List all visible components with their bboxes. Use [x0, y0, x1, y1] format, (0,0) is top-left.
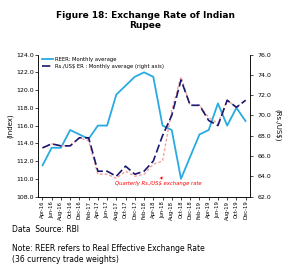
Y-axis label: (Rs./US$): (Rs./US$) [274, 109, 281, 142]
Text: Data  Source: RBI: Data Source: RBI [12, 225, 79, 234]
Text: Quarterly Rs./US$ exchange rate: Quarterly Rs./US$ exchange rate [115, 177, 201, 186]
Text: Note: REER refers to Real Effective Exchange Rate
(36 currency trade weights): Note: REER refers to Real Effective Exch… [12, 244, 204, 264]
Text: Figure 18: Exchange Rate of Indian
Rupee: Figure 18: Exchange Rate of Indian Rupee [56, 11, 235, 30]
Legend: REER: Monthly average, Rs./US$ ER : Monthly average (right axis): REER: Monthly average, Rs./US$ ER : Mont… [40, 56, 165, 70]
Y-axis label: (Index): (Index) [7, 113, 13, 138]
